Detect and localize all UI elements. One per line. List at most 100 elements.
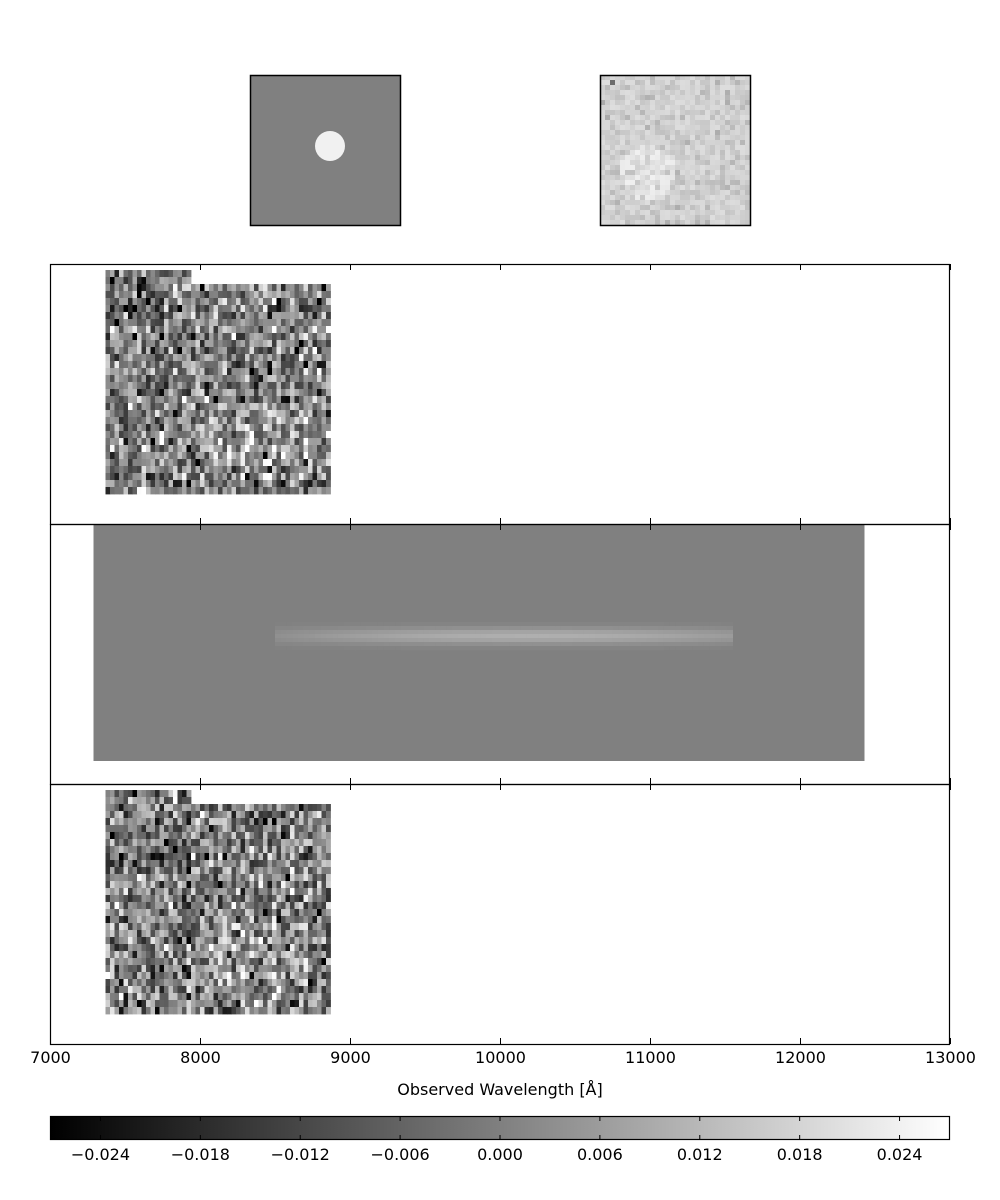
spectrum-pixel [231, 389, 237, 397]
spectrum-pixel [312, 284, 318, 292]
spectrum-pixel [209, 410, 214, 418]
spectrum-pixel [150, 1007, 156, 1015]
spectrum-pixel [137, 832, 142, 840]
data-stamp-pixel [620, 210, 626, 216]
data-stamp-pixel [745, 85, 751, 91]
spectrum-pixel [222, 867, 228, 875]
spectrum-pixel [200, 466, 205, 474]
spectrum-pixel [308, 986, 313, 994]
model-trace-pixel [446, 622, 453, 627]
spectrum-pixel [312, 473, 318, 481]
spectrum-pixel [191, 846, 196, 854]
spectrum-pixel [182, 825, 187, 833]
data-stamp-pixel [660, 220, 666, 226]
model-trace-pixel [692, 630, 699, 635]
data-stamp-pixel [690, 160, 696, 166]
data-stamp-pixel [700, 105, 706, 111]
colorbar-ticks: −0.024 −0.018 −0.012 −0.006 0.000 0.006 0.012 0… [71, 1116, 922, 1164]
spectrum-pixel [218, 832, 223, 840]
data-stamp-pixel [620, 125, 626, 131]
spectrum-pixel [186, 811, 192, 819]
spectrum-pixel [299, 993, 304, 1001]
spectrum-pixel [123, 881, 129, 889]
spectrum-pixel [128, 459, 133, 467]
data-stamp-pixel [705, 80, 711, 86]
spectrum-pixel [236, 958, 241, 966]
spectrum-pixel [245, 874, 250, 882]
spectrum-pixel [294, 291, 300, 299]
spectrum-pixel [119, 403, 124, 411]
data-stamp-pixel [740, 145, 746, 151]
data-stamp-pixel [630, 115, 636, 121]
data-stamp-pixel [725, 95, 731, 101]
spectrum-pixel [222, 326, 228, 334]
spectrum-pixel [303, 1000, 309, 1008]
spectrum-pixel [254, 375, 259, 383]
spectrum-pixel [195, 410, 201, 418]
spectrum-pixel [326, 347, 331, 355]
spectrum-pixel [209, 424, 214, 432]
data-stamp-pixel [715, 210, 721, 216]
data-stamp-pixel [745, 190, 751, 196]
spectrum-pixel [236, 326, 241, 334]
spectrum-pixel [231, 937, 237, 945]
spectrum-pixel [303, 930, 309, 938]
spectrum-pixel [294, 958, 300, 966]
spectrum-pixel [110, 319, 115, 327]
spectrum-pixel [213, 937, 219, 945]
spectrum-pixel [168, 902, 174, 910]
spectrum-pixel [186, 424, 192, 432]
spectrum-pixel [272, 972, 277, 980]
model-trace-pixel [349, 638, 356, 643]
spectrum-pixel [249, 326, 255, 334]
spectrum-pixel [155, 298, 160, 306]
spectrum-pixel [182, 1000, 187, 1008]
spectrum-pixel [290, 979, 295, 987]
data-stamp-pixel [685, 135, 691, 141]
spectrum-pixel [150, 937, 156, 945]
spectrum-pixel [123, 930, 129, 938]
spectrum-pixel [123, 895, 129, 903]
spectrum-pixel [132, 930, 138, 938]
spectrum-pixel [204, 930, 210, 938]
model-trace-pixel [509, 626, 516, 631]
spectrum-pixel [204, 305, 210, 313]
spectrum-pixel [294, 874, 300, 882]
spectrum-pixel [240, 298, 246, 306]
data-stamp-pixel [715, 180, 721, 186]
spectrum-pixel [137, 923, 142, 931]
spectrum-pixel [294, 804, 300, 812]
model-trace-pixel [332, 622, 339, 627]
data-stamp-pixel [685, 115, 691, 121]
spectrum-pixel [123, 790, 129, 798]
spectrum-pixel [258, 944, 264, 952]
spectrum-pixel [110, 986, 115, 994]
spectrum-pixel [105, 298, 111, 306]
model-trace-pixel [669, 626, 676, 631]
data-stamp-pixel [645, 220, 651, 226]
model-trace-pixel [726, 626, 733, 631]
spectrum-pixel [218, 895, 223, 903]
model-trace-pixel [538, 638, 545, 643]
spectrum-pixel [141, 965, 147, 973]
spectrum-pixel [168, 860, 174, 868]
spectrum-pixel [227, 867, 232, 875]
data-stamp-pixel [635, 105, 641, 111]
data-stamp-pixel [725, 135, 731, 141]
data-stamp-pixel [710, 140, 716, 146]
spectrum-pixel [128, 1007, 133, 1015]
spectrum-pixel [155, 1007, 160, 1015]
spectrum-pixel [146, 993, 151, 1001]
spectrum-pixel [137, 902, 142, 910]
spectrum-pixel [177, 438, 183, 446]
spectrum-pixel [312, 445, 318, 453]
model-trace-pixel [515, 642, 522, 647]
spectrum-pixel [258, 867, 264, 875]
data-stamp-pixel [600, 210, 606, 216]
spectrum-pixel [299, 340, 304, 348]
data-stamp-pixel [705, 190, 711, 196]
spectrum-pixel [177, 790, 183, 798]
data-stamp-pixel [710, 130, 716, 136]
spectrum-pixel [213, 930, 219, 938]
spectrum-pixel [276, 452, 282, 460]
